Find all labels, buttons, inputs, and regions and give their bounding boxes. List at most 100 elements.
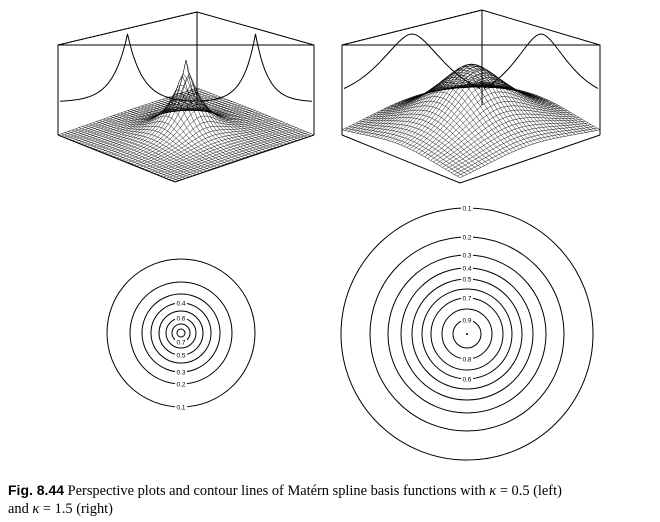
mesh-line (154, 126, 294, 174)
mesh-line (448, 122, 589, 172)
contour-label: 0.5 (462, 276, 471, 283)
contour-label-bg (175, 380, 187, 388)
mesh-line (166, 131, 306, 179)
mesh-line (122, 89, 262, 161)
contour-label: 0.1 (462, 205, 471, 212)
mesh-line (151, 102, 269, 150)
mesh-line (422, 65, 541, 142)
mesh-line (406, 69, 547, 148)
mesh-line (151, 124, 291, 173)
mesh-line (432, 72, 552, 140)
contour-label-bg (175, 299, 187, 307)
mesh-line (394, 81, 513, 153)
kappa-symbol-1: κ (489, 483, 497, 499)
contour-label-bg (461, 316, 473, 324)
mesh-line (131, 115, 271, 164)
mesh-line (189, 89, 308, 138)
mesh-line (456, 127, 598, 177)
mesh-line (474, 82, 594, 132)
mesh-line (134, 84, 252, 156)
mesh-line (427, 101, 568, 159)
mesh-line (433, 109, 574, 163)
mesh-line (453, 126, 595, 175)
left-surface-mesh (57, 59, 315, 183)
contour-plot-right: 0.1 0.2 0.3 0.4 0.5 0.6 0.7 0.8 0.9 (340, 204, 594, 461)
mesh-line (162, 99, 280, 147)
right-marginal-curve-right (483, 33, 599, 89)
mesh-line (439, 117, 580, 166)
mesh-line (183, 92, 301, 140)
contour-label: 0.6 (462, 376, 471, 383)
contour-label-bg (175, 403, 187, 411)
contour-label-bg (175, 368, 187, 376)
mesh-line (136, 118, 277, 167)
mesh-line (169, 132, 309, 180)
mesh-line (158, 100, 276, 148)
mesh-line (450, 124, 592, 173)
contour-label-bg (461, 204, 473, 212)
contour-label-bg (461, 375, 473, 383)
contour-label-bg (461, 275, 473, 283)
figure-caption: Fig. 8.44 Perspective plots and contour … (8, 481, 656, 518)
mesh-line (172, 133, 312, 181)
contour-label-bg (461, 251, 473, 259)
figure: 0.1 0.2 0.3 0.4 0.5 0.6 0.7 0.1 0.2 0.3 0.4 0.5 0.6… (57, 9, 601, 461)
mesh-line (400, 64, 542, 146)
mesh-line (359, 85, 500, 134)
mesh-line (411, 64, 531, 146)
right-surface-mesh (341, 63, 601, 178)
mesh-line (148, 103, 266, 152)
mesh-line (163, 129, 303, 178)
kappa-symbol-2: κ (32, 501, 40, 517)
contour-center (176, 328, 186, 338)
mesh-line (421, 91, 562, 156)
mesh-line (425, 67, 545, 142)
contour-label: 0.4 (462, 265, 471, 272)
mesh-line (389, 67, 530, 142)
contour-label-bg (175, 338, 187, 346)
mesh-line (478, 82, 597, 131)
mesh-line (344, 82, 485, 131)
mesh-line (471, 83, 590, 133)
mesh-line (348, 126, 468, 175)
contour-label: 0.1 (176, 404, 185, 411)
mesh-line (145, 122, 285, 171)
mesh-line (142, 121, 282, 169)
mesh-line (186, 91, 304, 139)
mesh-line (447, 81, 566, 137)
mesh-line (424, 96, 565, 158)
mesh-line (459, 129, 601, 178)
mesh-line (415, 81, 556, 153)
contour-label-bg (461, 355, 473, 363)
mesh-line (430, 105, 571, 161)
contour-center (466, 333, 468, 335)
contour-label: 0.7 (462, 295, 471, 302)
mesh-line (436, 74, 555, 139)
contour-label: 0.9 (462, 317, 471, 324)
mesh-line (148, 123, 288, 172)
contour-label-bg (175, 314, 187, 322)
mesh-line (193, 88, 311, 137)
figure-label: Fig. 8.44 (8, 482, 65, 498)
mesh-line (128, 108, 268, 163)
mesh-line (160, 128, 300, 177)
mesh-line (467, 84, 587, 133)
mesh-line (436, 113, 577, 165)
contour-label: 0.5 (176, 352, 185, 359)
mesh-line (397, 63, 539, 145)
contour-label: 0.6 (176, 315, 185, 322)
contour-label-bg (461, 233, 473, 241)
mesh-line (445, 120, 586, 170)
caption-text-2: and (8, 501, 33, 517)
mesh-line (127, 59, 245, 158)
perspective-plot-right (341, 9, 601, 184)
caption-text-1: Perspective plots and contour lines of M… (67, 483, 490, 499)
mesh-line (165, 97, 283, 146)
contour-label: 0.7 (176, 339, 185, 346)
right-marginal-curve-left (343, 33, 481, 89)
mesh-line (196, 87, 315, 136)
mesh-line (134, 117, 274, 166)
mesh-line (130, 73, 249, 157)
mesh-line (157, 127, 297, 175)
mesh-line (139, 120, 279, 168)
